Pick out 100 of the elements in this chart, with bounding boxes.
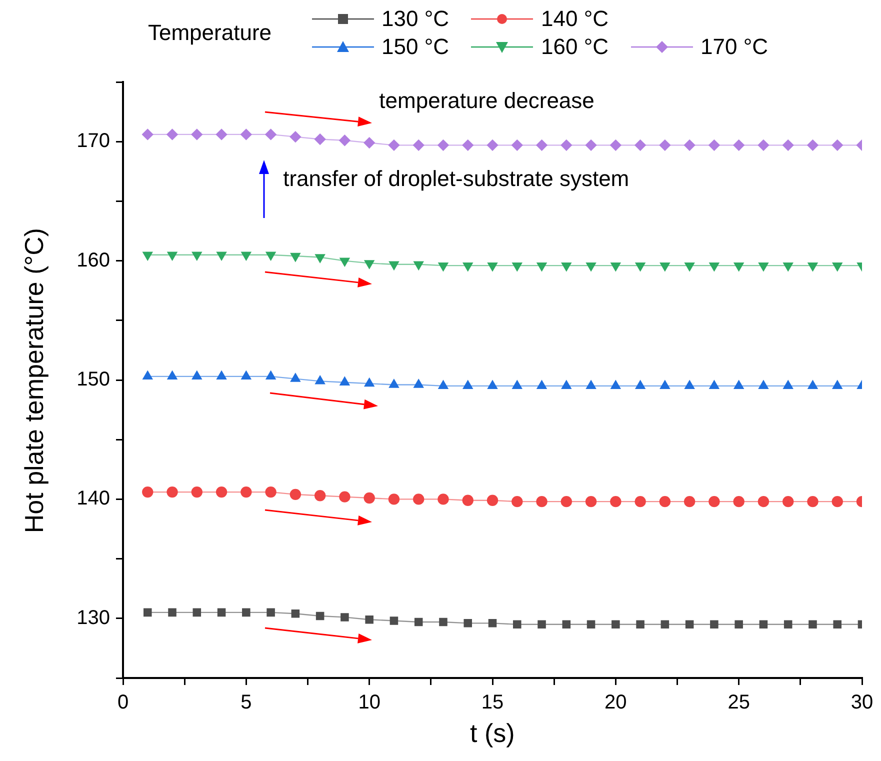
point xyxy=(266,370,276,380)
point xyxy=(464,619,472,628)
y-tick-label: 150 xyxy=(76,368,110,391)
point xyxy=(536,496,548,508)
point xyxy=(414,618,423,626)
legend-label: 170 °C xyxy=(700,34,768,60)
x-tick-label: 5 xyxy=(240,692,252,714)
point xyxy=(708,496,720,508)
point xyxy=(610,262,621,272)
point xyxy=(240,486,252,498)
point xyxy=(216,370,226,380)
point xyxy=(734,380,744,390)
point xyxy=(167,252,178,260)
point xyxy=(660,620,670,628)
point xyxy=(240,128,252,140)
point xyxy=(265,486,276,498)
point xyxy=(365,615,374,624)
point xyxy=(585,140,597,151)
point xyxy=(315,254,325,263)
point xyxy=(438,140,449,151)
point xyxy=(438,380,448,390)
point xyxy=(413,140,424,151)
point xyxy=(536,380,547,390)
point xyxy=(586,262,596,272)
point xyxy=(142,128,154,140)
x-axis-title: t (s) xyxy=(470,718,515,749)
point xyxy=(291,609,300,618)
point xyxy=(364,378,374,387)
point xyxy=(708,140,720,151)
point xyxy=(684,140,696,151)
point xyxy=(364,492,375,504)
point xyxy=(216,128,228,140)
x-tick-label: 25 xyxy=(728,692,750,714)
point xyxy=(734,262,744,272)
point xyxy=(166,486,178,498)
point xyxy=(488,262,498,272)
point xyxy=(560,496,572,508)
point xyxy=(439,618,448,626)
point xyxy=(217,608,226,617)
point xyxy=(488,619,497,628)
annotation: temperature decrease xyxy=(379,88,594,114)
point xyxy=(684,496,696,508)
point xyxy=(659,140,671,151)
point xyxy=(314,490,326,502)
point xyxy=(142,252,153,260)
legend-label: 160 °C xyxy=(541,34,609,60)
point xyxy=(734,620,743,628)
point xyxy=(316,612,324,620)
point xyxy=(758,140,770,151)
point xyxy=(808,620,817,628)
point xyxy=(758,496,770,508)
point xyxy=(536,140,548,151)
point xyxy=(562,620,571,628)
legend-label: 130 °C xyxy=(382,6,450,32)
point xyxy=(166,128,178,140)
y-tick-label: 140 xyxy=(76,488,110,510)
point xyxy=(389,261,399,270)
point xyxy=(216,486,228,498)
point xyxy=(684,380,694,390)
point xyxy=(832,262,842,272)
point xyxy=(807,140,818,151)
y-tick-label: 170 xyxy=(76,130,110,152)
point xyxy=(388,494,400,505)
x-tick-label: 30 xyxy=(850,692,874,714)
point xyxy=(660,262,670,272)
point xyxy=(144,608,152,617)
point xyxy=(513,620,522,628)
point xyxy=(634,496,646,508)
point xyxy=(684,262,694,272)
point xyxy=(340,258,350,266)
point xyxy=(610,496,622,508)
point xyxy=(782,140,794,151)
point xyxy=(512,140,523,151)
x-tick-label: 0 xyxy=(117,692,129,714)
point xyxy=(807,496,818,508)
point xyxy=(808,380,818,390)
point xyxy=(216,252,226,260)
point xyxy=(340,376,350,386)
point xyxy=(191,128,202,140)
point xyxy=(636,620,644,628)
x-tick-label: 15 xyxy=(481,692,504,714)
point xyxy=(561,262,572,272)
point xyxy=(512,496,523,508)
x-tick-label: 20 xyxy=(604,692,627,714)
point xyxy=(659,496,671,508)
point xyxy=(266,608,275,617)
point xyxy=(784,620,792,628)
point xyxy=(462,494,474,506)
point xyxy=(142,370,153,380)
point xyxy=(364,260,374,269)
point xyxy=(635,262,646,272)
point xyxy=(709,262,720,272)
point xyxy=(685,620,694,628)
legend-title: Temperature xyxy=(148,20,272,46)
point xyxy=(808,262,818,272)
point xyxy=(733,496,744,508)
point xyxy=(290,373,300,382)
point xyxy=(167,370,178,380)
point xyxy=(586,620,596,628)
point xyxy=(438,494,449,505)
